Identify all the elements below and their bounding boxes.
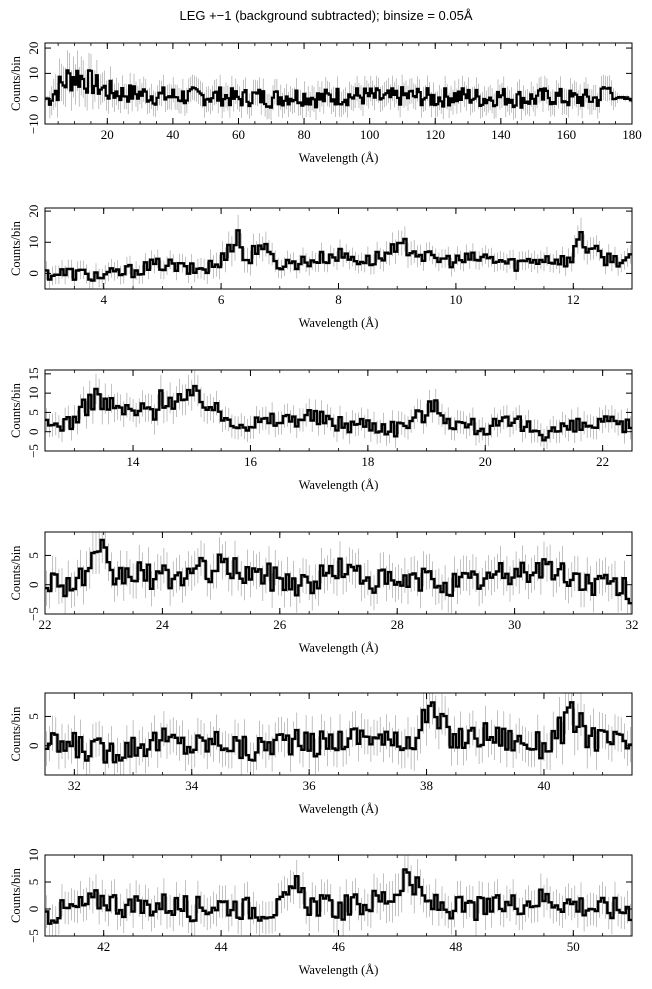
x-axis-title: Wavelength (Å): [299, 963, 379, 977]
x-tick-label: 100: [360, 127, 380, 142]
y-axis-title: Counts/bin: [9, 55, 23, 111]
y-tick-label: 5: [26, 879, 41, 886]
spectrum-line: [45, 868, 632, 925]
panel-3: 14 16 18 20 22 −5 0 5 10 15 Wavelength (Å) Counts/b…: [9, 367, 633, 492]
y-tick-label: 5: [26, 409, 41, 416]
spectrum-line: [45, 701, 632, 764]
y-tick-label: 5: [26, 552, 41, 559]
x-tick-label: 32: [626, 617, 639, 632]
y-tick-label: 0: [26, 581, 41, 588]
y-tick-label: 0: [26, 95, 41, 102]
y-tick-label: −5: [26, 607, 41, 621]
x-tick-label: 60: [232, 127, 245, 142]
x-tick-label: 48: [449, 939, 462, 954]
y-tick-label: 15: [26, 367, 41, 380]
x-tick-label: 50: [567, 939, 580, 954]
x-tick-label: 22: [596, 454, 609, 469]
x-tick-label: 22: [39, 617, 52, 632]
x-tick-label: 30: [508, 617, 521, 632]
y-tick-label: 5: [26, 713, 41, 720]
x-tick-label: 140: [491, 127, 511, 142]
spectrum-line: [45, 69, 632, 109]
x-tick-label: 44: [215, 939, 229, 954]
x-tick-label: 38: [420, 778, 433, 793]
y-tick-label: 0: [26, 428, 41, 435]
x-axis-title: Wavelength (Å): [299, 641, 379, 655]
x-axis-title: Wavelength (Å): [299, 802, 379, 816]
y-tick-label: −5: [26, 444, 41, 458]
y-tick-label: −10: [26, 114, 41, 134]
y-axis-title: Counts/bin: [9, 545, 23, 601]
spectrum-line: [45, 229, 632, 282]
x-tick-label: 10: [449, 292, 462, 307]
y-tick-label: 0: [26, 906, 41, 913]
spectrum-line: [45, 384, 632, 442]
x-tick-label: 120: [425, 127, 445, 142]
x-tick-label: 20: [479, 454, 492, 469]
x-axis-title: Wavelength (Å): [299, 316, 379, 330]
y-axis-title: Counts/bin: [9, 382, 23, 438]
panel-6: 42 44 46 48 50 −5 0 5 10 Wavelength (Å) Counts/bin: [9, 849, 633, 977]
x-tick-label: 4: [100, 292, 107, 307]
y-tick-label: −5: [26, 929, 41, 943]
y-tick-label: 0: [26, 270, 41, 277]
x-tick-label: 42: [97, 939, 110, 954]
y-tick-label: 10: [26, 387, 41, 400]
x-axis-title: Wavelength (Å): [299, 151, 379, 165]
x-tick-label: 28: [391, 617, 404, 632]
x-tick-label: 16: [244, 454, 258, 469]
panel-1: 20 40 60 80 100 120 140 160 180 −10 0 10 20 Wavelengt…: [9, 42, 642, 165]
plot-frame: [44, 42, 633, 125]
x-tick-label: 36: [303, 778, 317, 793]
chart-title: LEG +−1 (background subtracted); binsize…: [179, 8, 473, 23]
spectrum-line: [45, 538, 632, 605]
x-tick-label: 180: [622, 127, 642, 142]
x-tick-label: 34: [185, 778, 199, 793]
y-tick-label: 10: [26, 67, 41, 80]
x-tick-label: 40: [537, 778, 550, 793]
y-tick-label: 10: [26, 236, 41, 249]
x-tick-label: 24: [156, 617, 170, 632]
x-tick-label: 12: [567, 292, 580, 307]
x-tick-label: 40: [166, 127, 179, 142]
x-tick-label: 46: [332, 939, 346, 954]
x-tick-label: 160: [557, 127, 577, 142]
x-tick-label: 8: [335, 292, 342, 307]
panel-5: 32 34 36 38 40 0 5 Wavelength (Å) Counts/bin: [9, 692, 633, 816]
panel-4: 22 24 26 28 30 32 −5 0 5 Wavelength (Å) Counts/bin: [9, 531, 639, 655]
y-axis-title: Counts/bin: [9, 706, 23, 762]
x-tick-label: 18: [361, 454, 374, 469]
panel-2: 4 6 8 10 12 0 10 20 Wavelength (Å) Counts/bin: [9, 205, 633, 330]
y-tick-label: 20: [26, 42, 41, 55]
x-tick-label: 20: [101, 127, 114, 142]
y-tick-label: 0: [26, 742, 41, 749]
x-tick-label: 14: [127, 454, 141, 469]
y-axis-title: Counts/bin: [9, 220, 23, 276]
x-tick-label: 32: [68, 778, 81, 793]
y-tick-label: 20: [26, 205, 41, 218]
y-tick-label: 10: [26, 849, 41, 862]
x-tick-label: 26: [273, 617, 287, 632]
y-axis-title: Counts/bin: [9, 867, 23, 923]
x-axis-title: Wavelength (Å): [299, 478, 379, 492]
x-tick-label: 6: [218, 292, 225, 307]
x-tick-label: 80: [298, 127, 311, 142]
